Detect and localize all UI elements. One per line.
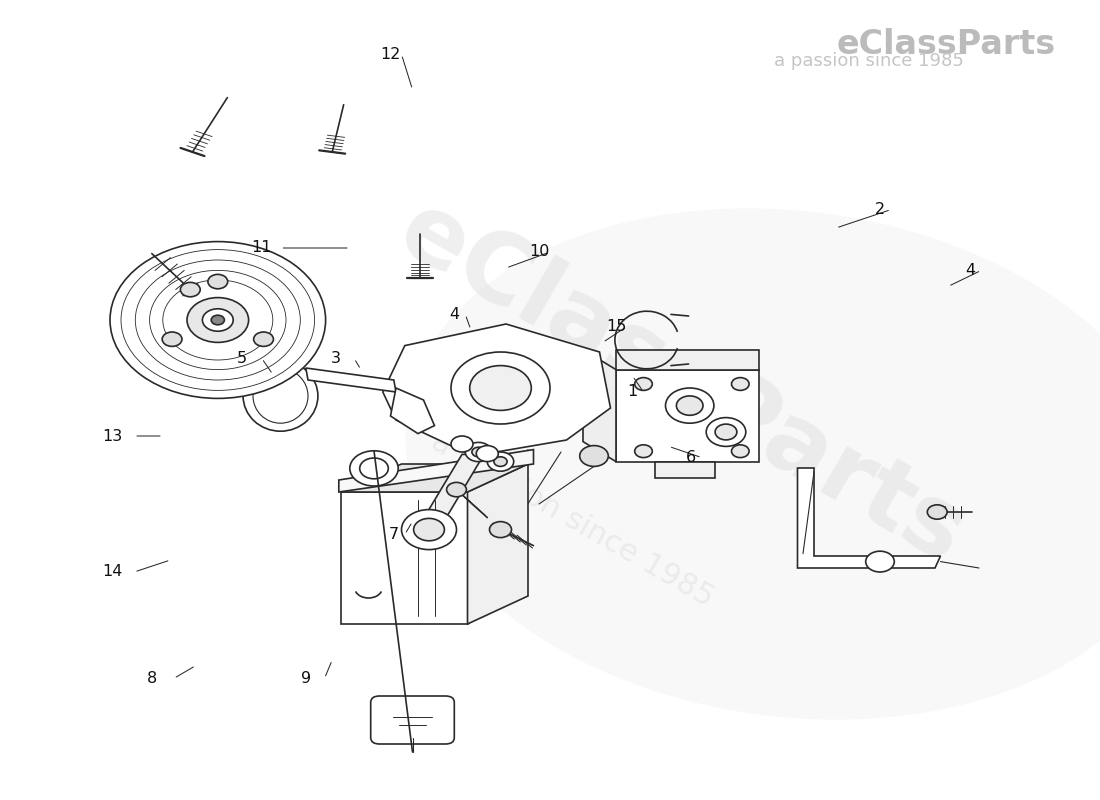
FancyBboxPatch shape xyxy=(371,696,454,744)
Circle shape xyxy=(465,442,492,462)
Circle shape xyxy=(180,282,200,297)
Circle shape xyxy=(476,446,498,462)
Circle shape xyxy=(494,457,507,466)
Text: 14: 14 xyxy=(102,565,122,579)
Polygon shape xyxy=(616,350,759,370)
Text: eClassParts: eClassParts xyxy=(383,184,981,584)
Circle shape xyxy=(451,352,550,424)
Circle shape xyxy=(208,274,228,289)
Polygon shape xyxy=(341,464,528,492)
Text: 11: 11 xyxy=(252,241,272,255)
Circle shape xyxy=(414,518,444,541)
Circle shape xyxy=(110,242,326,398)
Circle shape xyxy=(676,396,703,415)
Circle shape xyxy=(732,445,749,458)
Circle shape xyxy=(487,452,514,471)
Circle shape xyxy=(635,378,652,390)
Text: 1: 1 xyxy=(627,385,638,399)
Circle shape xyxy=(211,315,224,325)
Polygon shape xyxy=(341,492,468,624)
Circle shape xyxy=(927,505,947,519)
Polygon shape xyxy=(583,350,616,462)
Text: 4: 4 xyxy=(965,263,976,278)
Polygon shape xyxy=(383,324,610,456)
Text: 10: 10 xyxy=(529,245,549,259)
Polygon shape xyxy=(654,462,715,478)
Text: 7: 7 xyxy=(388,527,399,542)
Circle shape xyxy=(635,445,652,458)
Circle shape xyxy=(472,447,485,457)
Circle shape xyxy=(360,458,388,478)
Polygon shape xyxy=(306,368,396,392)
Polygon shape xyxy=(339,450,534,492)
Text: 15: 15 xyxy=(606,319,626,334)
Circle shape xyxy=(447,482,466,497)
Circle shape xyxy=(866,551,894,572)
Polygon shape xyxy=(616,370,759,462)
Polygon shape xyxy=(798,468,940,568)
Polygon shape xyxy=(420,454,484,528)
Text: a passion since 1985: a passion since 1985 xyxy=(426,427,718,613)
Circle shape xyxy=(666,388,714,423)
Text: 8: 8 xyxy=(146,671,157,686)
Ellipse shape xyxy=(243,361,318,431)
Text: 12: 12 xyxy=(381,47,400,62)
Text: 6: 6 xyxy=(685,450,696,465)
Circle shape xyxy=(580,446,608,466)
Text: 3: 3 xyxy=(330,351,341,366)
Text: 5: 5 xyxy=(236,351,248,366)
Ellipse shape xyxy=(405,208,1100,720)
Circle shape xyxy=(254,332,274,346)
Text: a passion since 1985: a passion since 1985 xyxy=(774,52,964,70)
Circle shape xyxy=(451,436,473,452)
Circle shape xyxy=(490,522,512,538)
Text: 9: 9 xyxy=(300,671,311,686)
Text: eClassParts: eClassParts xyxy=(837,28,1056,61)
Text: 13: 13 xyxy=(102,429,122,443)
Circle shape xyxy=(350,450,398,486)
Text: 2: 2 xyxy=(874,202,886,217)
Circle shape xyxy=(470,366,531,410)
Polygon shape xyxy=(468,464,528,624)
Circle shape xyxy=(715,424,737,440)
Circle shape xyxy=(187,298,249,342)
Circle shape xyxy=(202,309,233,331)
Polygon shape xyxy=(390,388,435,434)
Text: 4: 4 xyxy=(449,307,460,322)
Circle shape xyxy=(402,510,456,550)
Circle shape xyxy=(162,332,182,346)
Circle shape xyxy=(706,418,746,446)
Circle shape xyxy=(732,378,749,390)
